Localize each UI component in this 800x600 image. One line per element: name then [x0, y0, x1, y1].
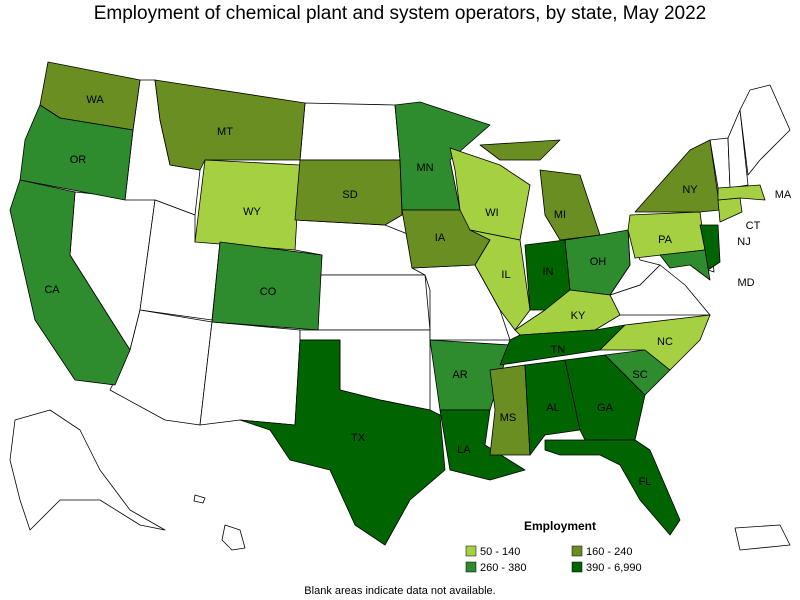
- blank-states: [9, 79, 791, 551]
- state-blank: [221, 524, 246, 551]
- state: [539, 169, 601, 241]
- legend-swatch: [465, 561, 477, 573]
- state-blank: [739, 84, 791, 176]
- state-label: PA: [658, 234, 673, 246]
- state-label: SD: [342, 189, 357, 201]
- state-blank: [727, 109, 749, 189]
- state-label: AR: [452, 369, 467, 381]
- state-blank: [199, 321, 301, 426]
- state-label: CA: [44, 284, 60, 296]
- state-blank: [734, 524, 791, 551]
- state: [524, 359, 581, 456]
- map-title: Employment of chemical plant and system …: [94, 3, 707, 24]
- state-label: MS: [500, 412, 517, 424]
- state-label: IL: [501, 269, 510, 281]
- state-label: AL: [546, 402, 559, 414]
- state: [544, 439, 681, 536]
- state-blank: [193, 494, 206, 504]
- state-label: MI: [554, 209, 566, 221]
- legend-label: 390 - 6,990: [586, 562, 642, 574]
- state-label: IA: [435, 232, 446, 244]
- legend-label: 160 - 240: [586, 546, 632, 558]
- state-label: MD: [737, 277, 754, 289]
- legend-swatch: [571, 545, 583, 557]
- state: [154, 79, 306, 171]
- state-label: MT: [217, 126, 233, 138]
- state: [19, 104, 134, 201]
- state: [599, 314, 711, 371]
- state: [699, 224, 721, 271]
- state: [239, 339, 446, 546]
- state: [439, 409, 526, 481]
- legend-swatch: [465, 545, 477, 557]
- state: [469, 229, 531, 331]
- state-label: FL: [639, 476, 652, 488]
- state: [211, 241, 323, 331]
- state-label: IN: [543, 266, 554, 278]
- legend-label: 260 - 380: [480, 562, 526, 574]
- state: [717, 184, 766, 201]
- state-label: NJ: [737, 236, 750, 248]
- state-label: KY: [571, 310, 586, 322]
- state-label: TX: [351, 432, 366, 444]
- state-blank: [299, 102, 401, 161]
- footnote: Blank areas indicate data not available.: [304, 585, 495, 597]
- state-label: NY: [682, 184, 698, 196]
- state-label: OR: [70, 154, 87, 166]
- state: [194, 159, 301, 251]
- state-label: WA: [86, 94, 104, 106]
- state: [394, 101, 491, 211]
- state: [294, 159, 403, 226]
- state: [479, 139, 561, 161]
- state-label: OH: [590, 256, 607, 268]
- state: [489, 364, 531, 456]
- state-label: CT: [746, 220, 761, 232]
- state: [634, 139, 721, 213]
- state-label: WI: [485, 207, 498, 219]
- state-label: WY: [243, 206, 261, 218]
- legend-label: 50 - 140: [480, 546, 520, 558]
- state-label: GA: [597, 402, 614, 414]
- state: [9, 179, 131, 386]
- state-label: CO: [260, 286, 277, 298]
- legend-title: Employment: [524, 519, 596, 533]
- state-label: LA: [457, 444, 471, 456]
- legend-swatch: [571, 561, 583, 573]
- state-blank: [317, 274, 431, 331]
- state-blank: [9, 409, 166, 531]
- state: [717, 197, 743, 223]
- state-label: TN: [551, 344, 566, 356]
- state-label: MN: [416, 162, 433, 174]
- state-label: NC: [657, 336, 673, 348]
- state: [659, 249, 711, 281]
- state-label: SC: [632, 369, 647, 381]
- state-label: MA: [775, 189, 792, 201]
